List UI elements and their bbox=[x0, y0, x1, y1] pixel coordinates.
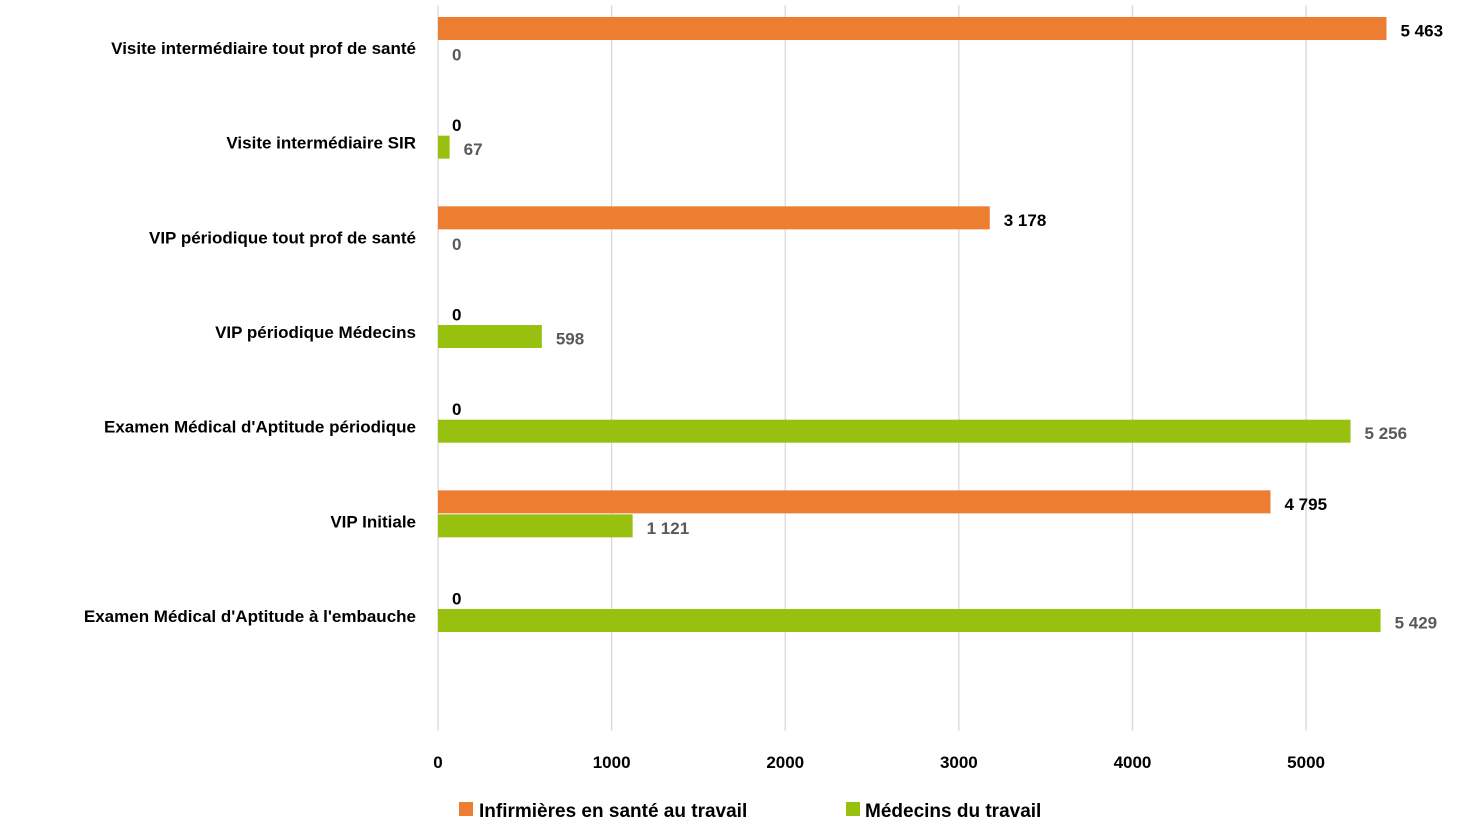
bar-infirmieres bbox=[438, 17, 1387, 40]
category-label: VIP périodique tout prof de santé bbox=[149, 228, 416, 247]
category-labels: Visite intermédiaire tout prof de santé V… bbox=[84, 39, 416, 626]
x-tick-label: 0 bbox=[433, 753, 442, 772]
bar-medecins bbox=[438, 419, 1351, 443]
bar-medecins bbox=[438, 325, 542, 349]
category-label: Examen Médical d'Aptitude à l'embauche bbox=[84, 607, 416, 626]
data-label-infirmieres: 3 178 bbox=[1004, 211, 1047, 230]
data-label-medecins: 598 bbox=[556, 330, 584, 349]
data-label-infirmieres: 5 463 bbox=[1400, 22, 1443, 41]
x-tick-label: 3000 bbox=[940, 753, 978, 772]
x-tick-label: 1000 bbox=[593, 753, 631, 772]
bar-medecins bbox=[438, 514, 633, 538]
data-label-medecins: 5 429 bbox=[1395, 614, 1438, 633]
data-label-infirmieres: 0 bbox=[452, 400, 461, 419]
x-axis-tick-labels: 0 1000 2000 3000 4000 5000 bbox=[433, 753, 1325, 772]
bar-medecins bbox=[438, 609, 1381, 633]
category-label: VIP Initiale bbox=[330, 512, 416, 531]
data-label-infirmieres: 4 795 bbox=[1285, 495, 1328, 514]
legend-label: Infirmières en santé au travail bbox=[479, 801, 747, 822]
bar-infirmieres bbox=[438, 206, 990, 230]
bar-infirmieres bbox=[438, 490, 1271, 514]
category-label: Examen Médical d'Aptitude périodique bbox=[104, 418, 416, 437]
legend: Infirmières en santé au travail Médecins … bbox=[459, 801, 1041, 822]
category-label: VIP périodique Médecins bbox=[215, 323, 416, 342]
data-label-medecins: 67 bbox=[464, 140, 483, 159]
data-label-infirmieres: 0 bbox=[452, 590, 461, 609]
bar-medecins bbox=[438, 135, 450, 159]
data-label-infirmieres: 0 bbox=[452, 116, 461, 135]
data-label-medecins: 1 121 bbox=[647, 519, 690, 538]
legend-label: Médecins du travail bbox=[865, 801, 1041, 822]
data-label-medecins: 5 256 bbox=[1365, 424, 1408, 443]
x-tick-label: 4000 bbox=[1114, 753, 1152, 772]
category-label: Visite intermédiaire SIR bbox=[226, 134, 416, 153]
data-label-medecins: 0 bbox=[452, 46, 461, 65]
category-label: Visite intermédiaire tout prof de santé bbox=[111, 39, 416, 58]
data-label-infirmieres: 0 bbox=[452, 306, 461, 325]
legend-swatch bbox=[846, 802, 860, 816]
legend-swatch bbox=[459, 802, 473, 816]
bars bbox=[438, 17, 1387, 633]
x-tick-label: 2000 bbox=[766, 753, 804, 772]
x-tick-label: 5000 bbox=[1287, 753, 1325, 772]
data-label-medecins: 0 bbox=[452, 235, 461, 254]
